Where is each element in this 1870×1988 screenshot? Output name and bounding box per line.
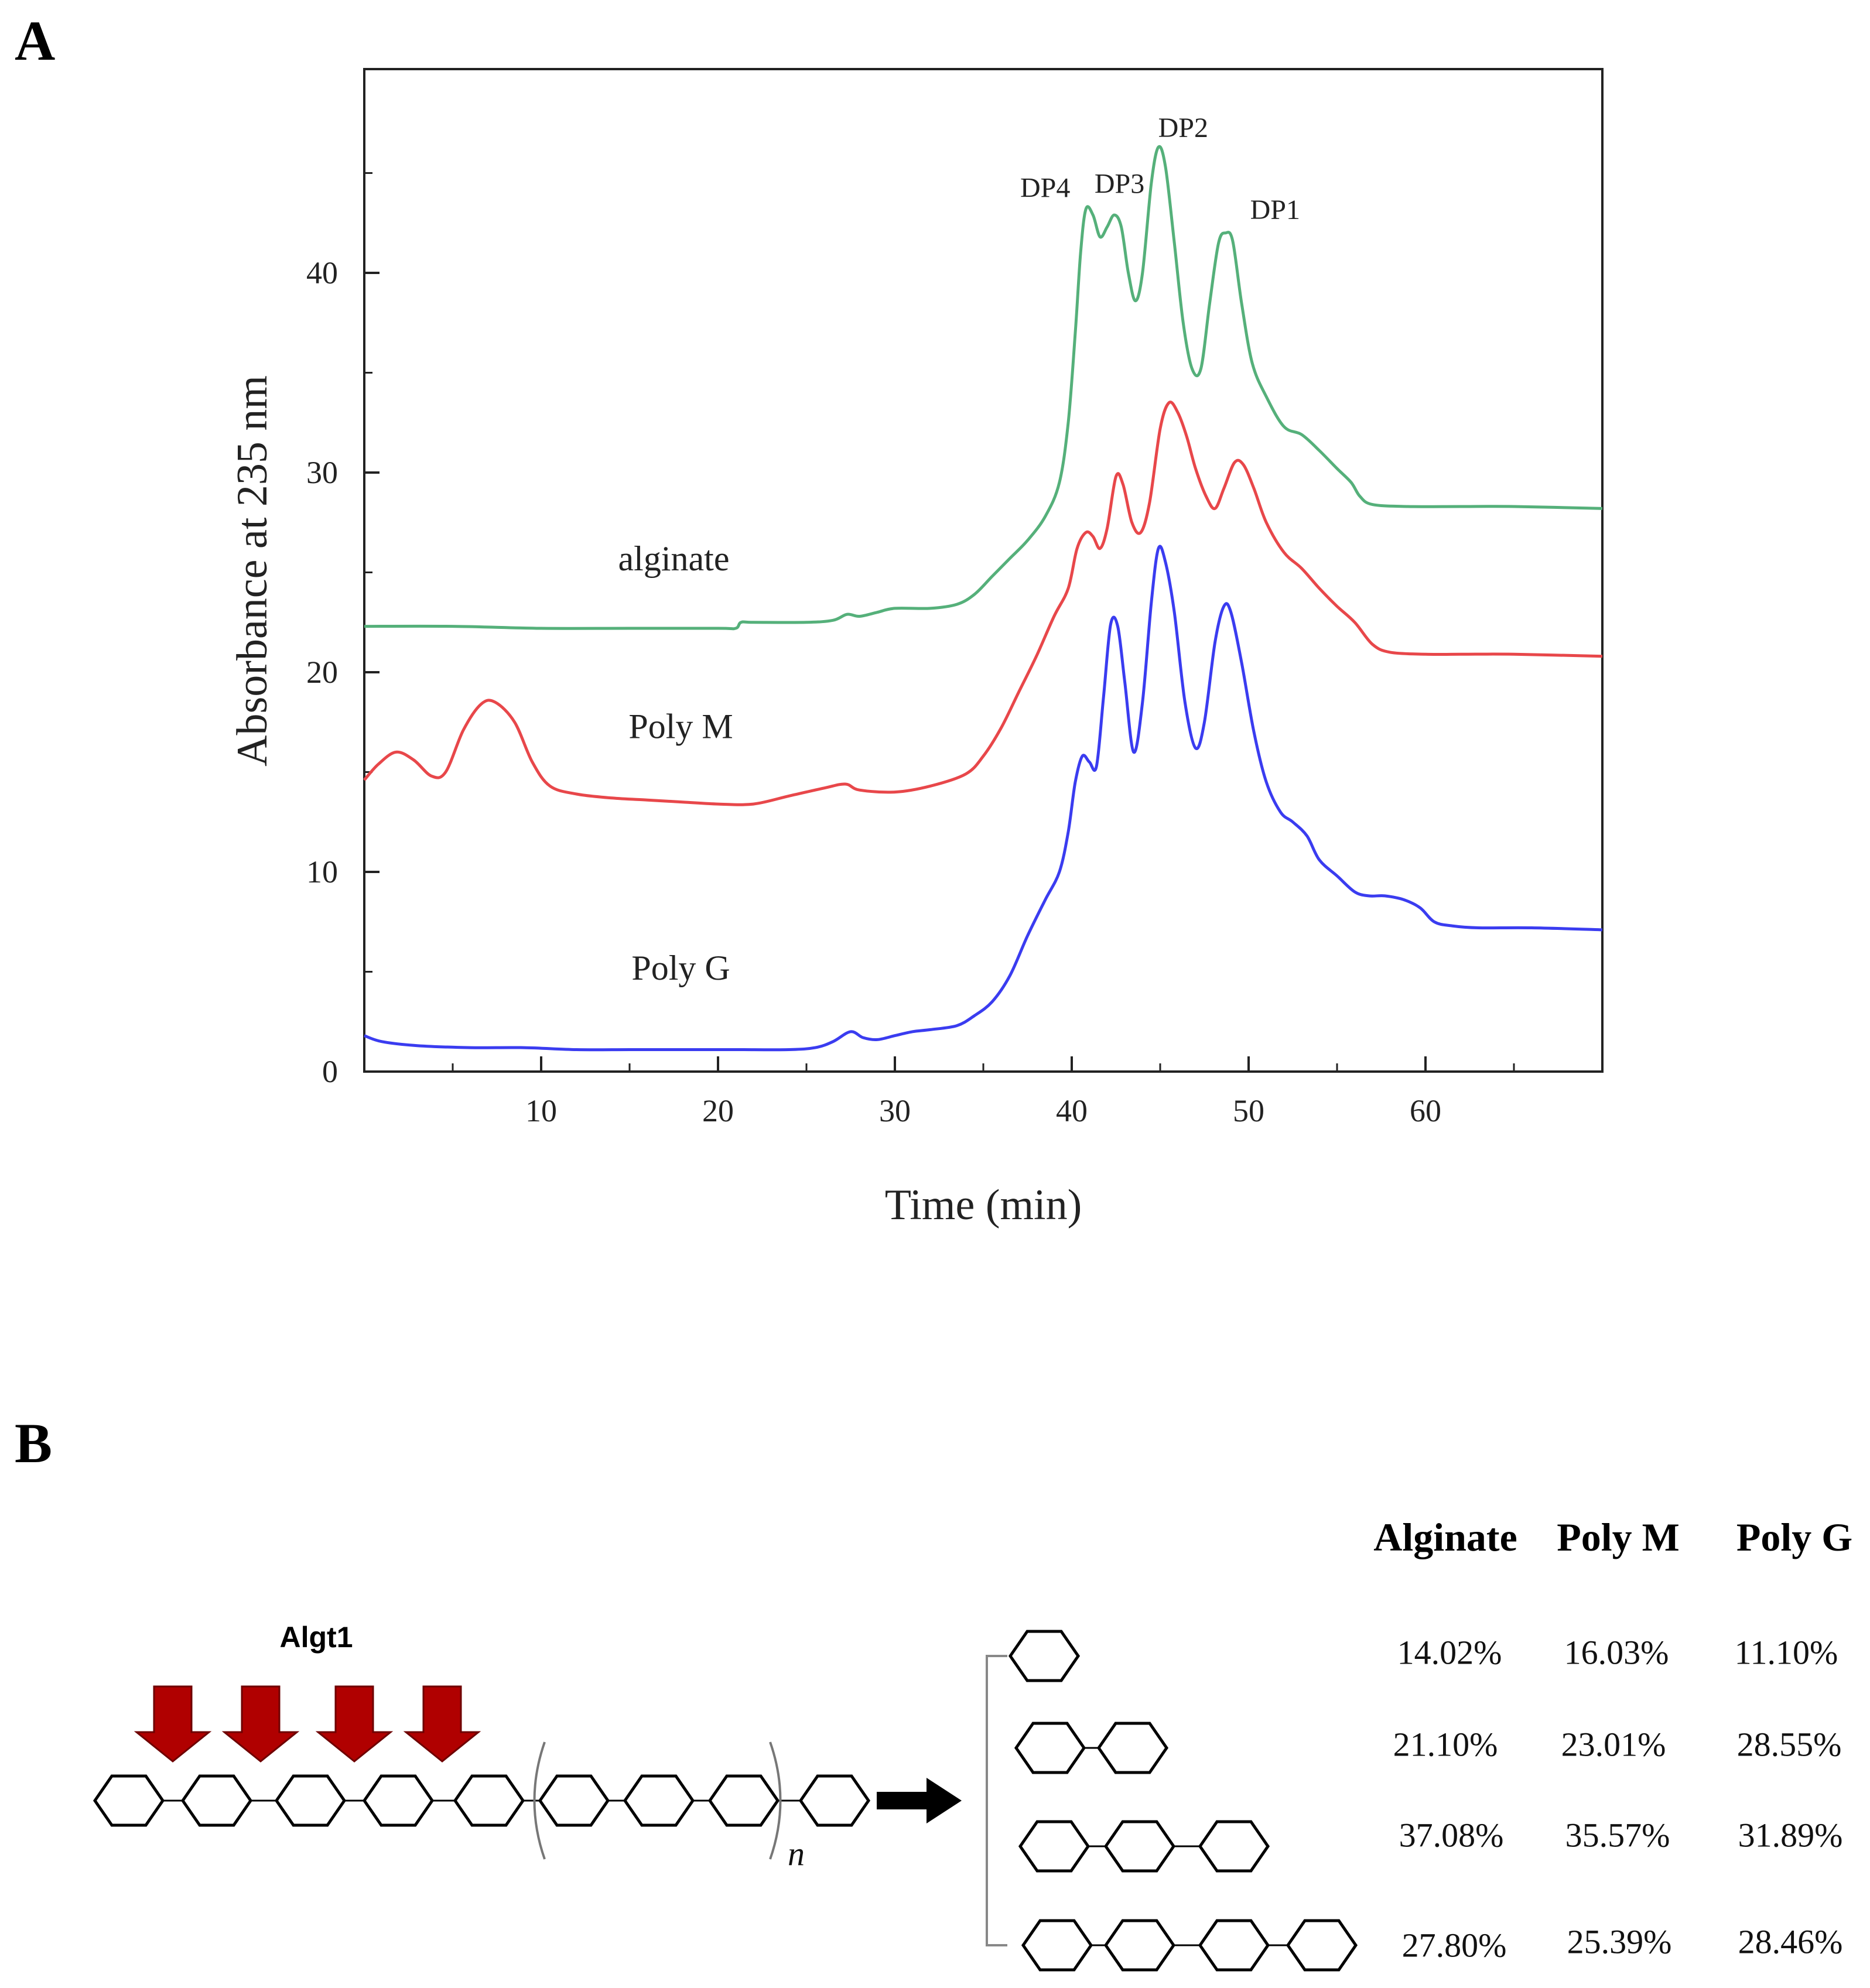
sugar-unit-icon	[276, 1776, 344, 1825]
sugar-unit-icon	[625, 1776, 693, 1825]
repeat-count-label: n	[788, 1835, 805, 1873]
y-tick-label: 0	[322, 1054, 338, 1089]
product-dp3	[1020, 1822, 1268, 1871]
series-label-alginate: alginate	[618, 539, 730, 578]
polymer-chain: n	[95, 1741, 869, 1873]
plot-frame	[363, 68, 1604, 1073]
series-label-poly-g: Poly G	[631, 949, 730, 987]
cleavage-arrow-icon	[315, 1685, 394, 1763]
product-dp4	[1023, 1921, 1356, 1970]
cleavage-arrow-icon	[134, 1685, 212, 1763]
series-lines	[363, 145, 1603, 1052]
sugar-unit-icon	[364, 1776, 432, 1825]
peak-label: DP1	[1250, 194, 1300, 225]
cleavage-arrow-icon	[221, 1685, 300, 1763]
x-axis-title: Time (min)	[885, 1181, 1082, 1229]
cleavage-arrows	[134, 1685, 481, 1763]
x-tick-label: 20	[702, 1093, 734, 1128]
sugar-unit-icon	[1106, 1921, 1174, 1970]
sugar-unit-icon	[95, 1776, 163, 1825]
sugar-unit-icon	[710, 1776, 778, 1825]
x-tick-label: 60	[1410, 1093, 1441, 1128]
peak-label: DP2	[1158, 112, 1208, 143]
table-cell: 23.01%	[1561, 1725, 1666, 1763]
reaction-arrow-icon	[877, 1778, 962, 1823]
table-cell: 14.02%	[1397, 1633, 1502, 1671]
x-tick-label: 50	[1233, 1093, 1264, 1128]
table-cell: 11.10%	[1735, 1633, 1838, 1671]
sugar-unit-icon	[1288, 1921, 1356, 1970]
table-cell: 31.89%	[1738, 1816, 1843, 1854]
y-tick-label: 30	[306, 455, 338, 490]
product-dp2	[1016, 1723, 1167, 1773]
cleavage-arrow-icon	[403, 1685, 481, 1763]
sugar-unit-icon	[1200, 1822, 1268, 1871]
x-tick-labels: 10 20 30 40 50 60	[525, 1093, 1441, 1128]
peak-labels: DP4 DP3 DP2 DP1	[1020, 112, 1300, 225]
product-ratio-table: Alginate Poly M Poly G 14.02% 16.03% 11.…	[1373, 1515, 1852, 1964]
sugar-unit-icon	[1020, 1822, 1088, 1871]
series-line-poly-m	[363, 401, 1603, 806]
y-axis-title: Absorbance at 235 nm	[228, 375, 276, 767]
table-header-poly-g: Poly G	[1736, 1515, 1852, 1559]
cleavage-scheme: Algt1	[95, 1515, 1852, 1970]
table-cell: 28.55%	[1737, 1725, 1842, 1763]
y-tick-label: 20	[306, 655, 338, 690]
table-header-poly-m: Poly M	[1557, 1515, 1680, 1559]
products-bracket	[986, 1655, 1007, 1946]
x-tick-label: 40	[1056, 1093, 1088, 1128]
sugar-unit-icon	[540, 1776, 608, 1825]
series-label-poly-m: Poly M	[628, 707, 733, 746]
chromatogram-chart: 10 20 30 40 50 60 0 10 20 30 40 alginate Poly M Pol…	[228, 68, 1604, 1229]
table-cell: 27.80%	[1402, 1926, 1507, 1964]
product-dp1	[1010, 1631, 1078, 1681]
axis-ticks	[364, 172, 1515, 1073]
table-cell: 21.10%	[1393, 1725, 1498, 1763]
y-tick-label: 10	[306, 854, 338, 889]
repeat-bracket-left	[533, 1741, 546, 1860]
peak-label: DP3	[1095, 169, 1144, 200]
y-tick-label: 40	[306, 255, 338, 290]
x-tick-label: 30	[879, 1093, 911, 1128]
series-line-alginate	[364, 145, 1603, 631]
sugar-unit-icon	[1016, 1723, 1084, 1773]
y-tick-labels: 0 10 20 30 40	[306, 255, 338, 1089]
peak-label: DP4	[1020, 172, 1070, 203]
sugar-unit-icon	[183, 1776, 251, 1825]
table-cell: 16.03%	[1564, 1633, 1669, 1671]
sugar-unit-icon	[1010, 1631, 1078, 1681]
repeat-bracket-right	[769, 1741, 782, 1860]
table-cell: 35.57%	[1565, 1816, 1670, 1854]
sugar-unit-icon	[1099, 1723, 1167, 1773]
table-cell: 28.46%	[1738, 1922, 1843, 1960]
series-line-poly-g	[364, 545, 1603, 1052]
table-cell: 37.08%	[1399, 1816, 1504, 1854]
sugar-unit-icon	[1106, 1822, 1174, 1871]
x-tick-label: 10	[525, 1093, 557, 1128]
sugar-unit-icon	[1200, 1921, 1268, 1970]
panel-label-a: A	[15, 9, 55, 72]
sugar-unit-icon	[455, 1776, 523, 1825]
sugar-unit-icon	[801, 1776, 869, 1825]
enzyme-label: Algt1	[280, 1621, 353, 1654]
table-cell: 25.39%	[1567, 1922, 1672, 1960]
panel-label-b: B	[15, 1412, 52, 1474]
sugar-unit-icon	[1023, 1921, 1091, 1970]
table-header-alginate: Alginate	[1373, 1515, 1517, 1559]
series-labels: alginate Poly M Poly G	[618, 539, 733, 987]
